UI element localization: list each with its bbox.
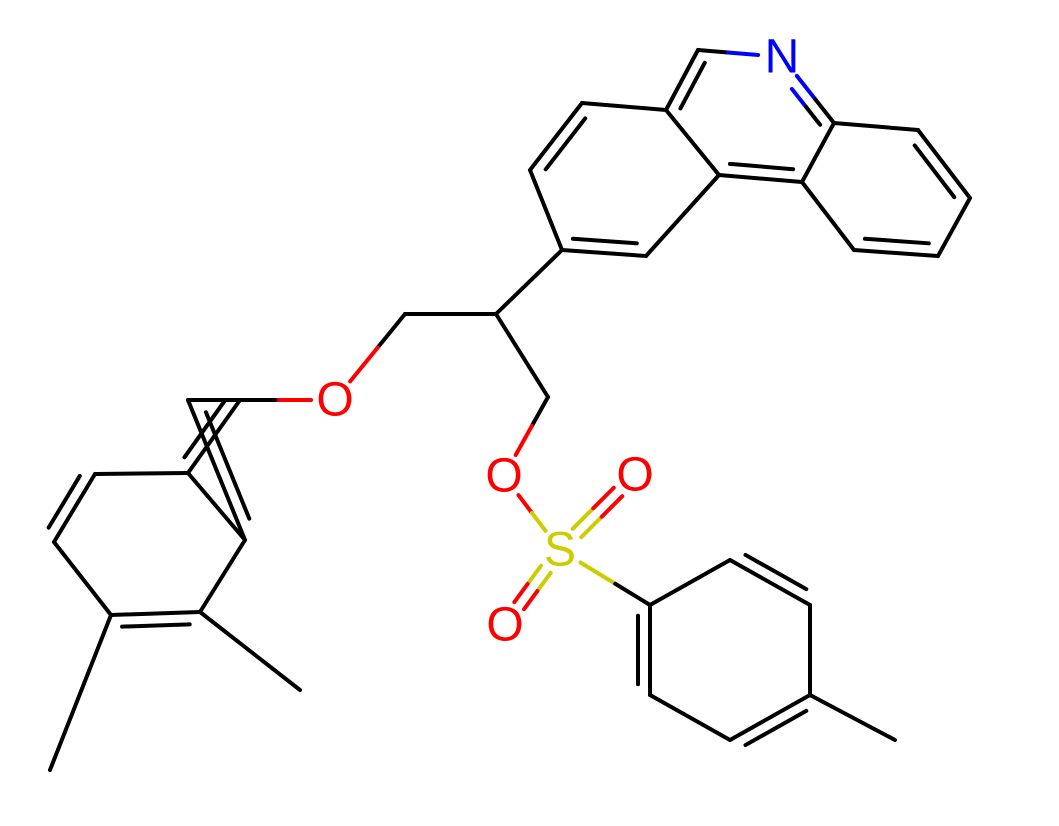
atom-label-n: N [765,31,800,84]
atom-label-o: O [485,450,522,503]
atom-label-o: O [486,599,523,652]
molecule-diagram: NOOSOO [0,0,1059,826]
atom-label-o: O [316,374,353,427]
atom-label-s: S [544,524,576,577]
atom-label-o: O [616,449,653,502]
